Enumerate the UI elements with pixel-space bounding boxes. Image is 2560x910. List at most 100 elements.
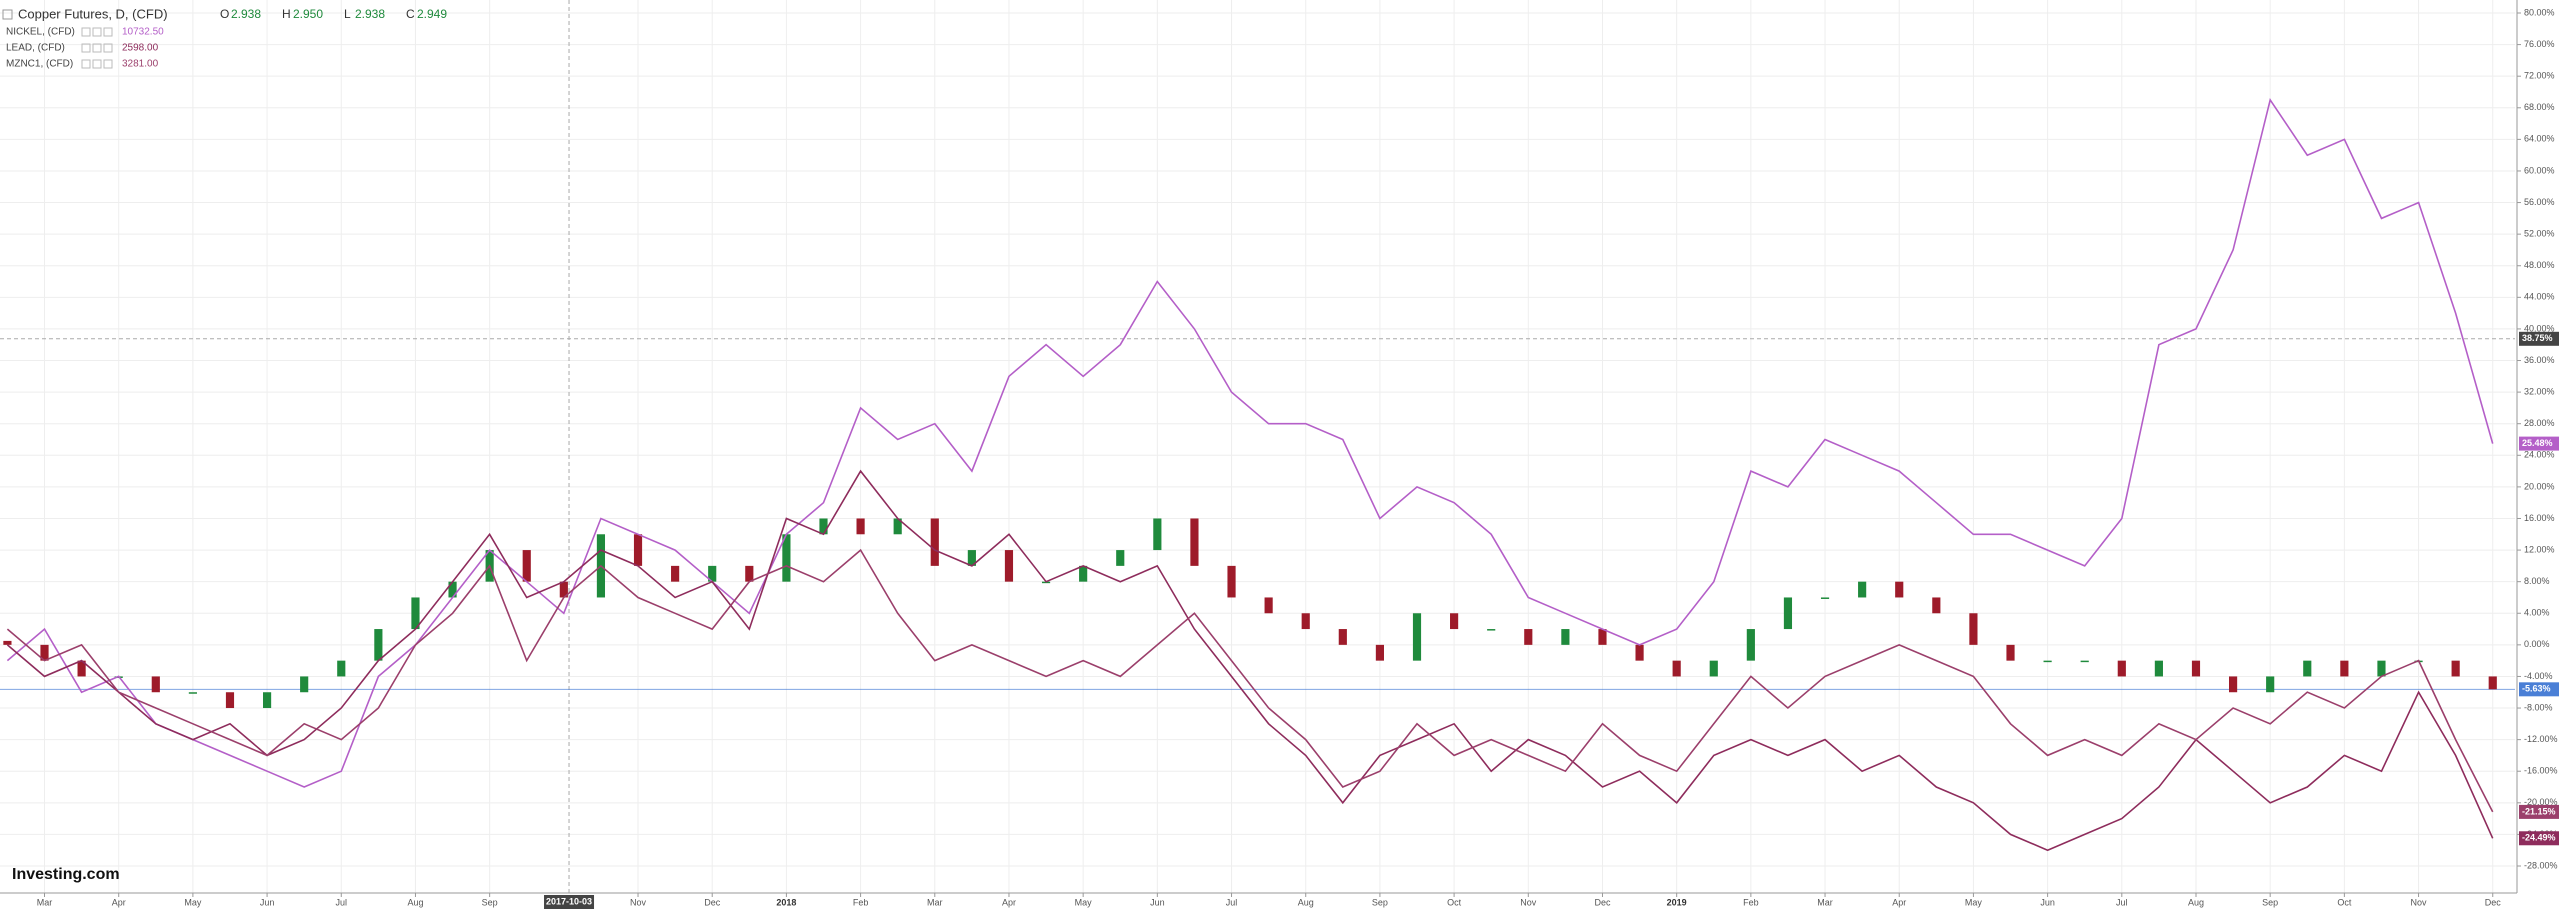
candle <box>893 518 902 535</box>
crosshair-x-label: 2017-10-03 <box>546 896 592 906</box>
candle <box>1412 613 1422 661</box>
legend-icon[interactable] <box>92 27 102 37</box>
legend-name: LEAD, (CFD) <box>6 43 65 54</box>
candle <box>930 518 939 566</box>
y-tick-label: 64.00% <box>2524 134 2555 144</box>
candle <box>671 565 680 582</box>
x-tick-label: Apr <box>1002 897 1016 907</box>
candle <box>151 676 160 693</box>
x-tick-label: Mar <box>927 897 943 907</box>
candle <box>2229 676 2238 693</box>
legend-icon[interactable] <box>81 43 91 53</box>
x-tick-label: Sep <box>2262 897 2278 907</box>
y-tick-label: 0.00% <box>2524 639 2550 649</box>
candle <box>2191 660 2201 677</box>
grid <box>0 0 2515 893</box>
candle <box>2303 660 2312 677</box>
candle <box>411 597 420 630</box>
candle <box>819 518 828 535</box>
logo: Investing.com <box>12 866 120 883</box>
candle <box>2154 660 2163 677</box>
candle <box>1227 565 1236 598</box>
x-tick-label: Mar <box>1817 897 1833 907</box>
x-tick-label: Mar <box>37 897 53 907</box>
candle <box>225 692 235 709</box>
legend-title: Copper Futures, D, (CFD) <box>18 6 168 21</box>
legend-name: MZNC1, (CFD) <box>6 59 73 70</box>
y-tick-label: 44.00% <box>2524 292 2555 302</box>
last-value-label: -21.15% <box>2522 806 2556 816</box>
y-tick-label: -20.00% <box>2524 797 2558 807</box>
candle <box>1487 629 1496 631</box>
candle <box>1709 660 1718 677</box>
legend-icon[interactable] <box>103 59 113 69</box>
candle <box>708 565 717 582</box>
legend-icon[interactable] <box>103 27 113 37</box>
candle <box>1190 518 1199 566</box>
legend-icon[interactable] <box>92 43 102 53</box>
last-value-label: 25.48% <box>2522 438 2553 448</box>
x-tick-label: Jul <box>2116 897 2128 907</box>
candle <box>2340 660 2349 677</box>
candle <box>77 660 86 677</box>
y-tick-label: 40.00% <box>2524 323 2555 333</box>
y-tick-label: 80.00% <box>2524 7 2555 17</box>
candle <box>1561 629 1570 645</box>
x-tick-label: Jul <box>1226 897 1238 907</box>
candle <box>1079 565 1088 582</box>
last-value-badge <box>2519 831 2559 846</box>
ohlc-key: L <box>344 7 351 21</box>
candle <box>1598 629 1607 645</box>
candle <box>2117 660 2126 677</box>
candle <box>1375 644 1384 661</box>
candle <box>374 629 383 661</box>
y-tick-label: 4.00% <box>2524 608 2550 618</box>
x-tick-label: Aug <box>407 897 423 907</box>
y-tick-label: 56.00% <box>2524 197 2555 207</box>
candle <box>1820 597 1830 599</box>
x-tick-label: Nov <box>1520 897 1537 907</box>
last-value-label: -24.49% <box>2522 833 2556 843</box>
collapse-icon[interactable] <box>2 9 13 20</box>
candle <box>1301 613 1310 630</box>
y-tick-label: 28.00% <box>2524 418 2555 428</box>
last-value-badge <box>2519 682 2559 697</box>
candle <box>522 550 531 582</box>
x-tick-label: Sep <box>482 897 498 907</box>
y-tick-label: -4.00% <box>2524 671 2553 681</box>
crosshair-y-badge <box>2519 331 2559 346</box>
x-tick-label: Oct <box>2337 897 2352 907</box>
x-tick-label: Feb <box>853 897 869 907</box>
x-tick-label: May <box>184 897 202 907</box>
candle <box>782 534 791 582</box>
candle <box>1672 660 1681 677</box>
y-tick-label: 48.00% <box>2524 260 2555 270</box>
x-tick-label: Nov <box>630 897 647 907</box>
legend-icon[interactable] <box>81 27 91 37</box>
x-tick-label: 2018 <box>776 897 796 907</box>
legend-icon[interactable] <box>81 59 91 69</box>
candle <box>188 692 197 694</box>
series-line <box>6 97 2494 788</box>
x-tick-label: 2019 <box>1667 897 1687 907</box>
candle <box>262 692 272 709</box>
candle <box>1932 597 1941 614</box>
candle <box>1524 629 1533 645</box>
crosshair-y-label: 38.75% <box>2522 333 2553 343</box>
ohlc-key: H <box>282 7 291 21</box>
candle <box>337 660 346 677</box>
ohlc-value: 2.950 <box>293 7 323 21</box>
candle <box>1783 597 1793 630</box>
candle <box>2080 660 2089 663</box>
y-tick-label: 20.00% <box>2524 481 2555 491</box>
candle <box>3 640 12 645</box>
x-tick-label: May <box>1075 897 1093 907</box>
candle <box>745 565 754 582</box>
x-tick-label: Aug <box>2188 897 2204 907</box>
legend-icon[interactable] <box>92 59 102 69</box>
legend-icon[interactable] <box>103 43 113 53</box>
candle <box>1153 518 1162 551</box>
ohlc-key: O <box>220 7 229 21</box>
candle <box>2006 644 2015 661</box>
x-tick-label: Dec <box>2485 897 2502 907</box>
